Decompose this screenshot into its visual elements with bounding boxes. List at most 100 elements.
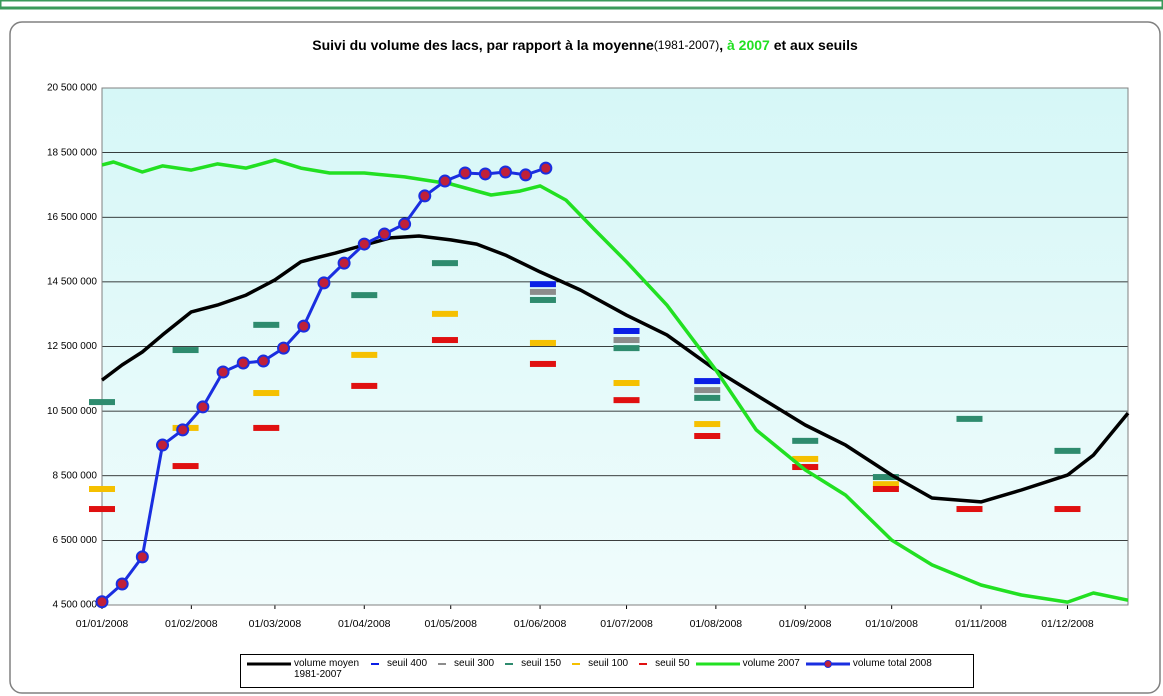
x-tick-label: 01/04/2008 — [338, 618, 391, 630]
x-tick-label: 01/11/2008 — [955, 618, 1007, 630]
y-tick-label: 12 500 000 — [47, 341, 97, 352]
x-tick-label: 01/12/2008 — [1041, 618, 1094, 630]
marker — [176, 423, 190, 437]
threshold-dash — [792, 464, 819, 471]
title-part: , — [719, 37, 727, 53]
threshold-dash — [529, 281, 556, 288]
marker — [115, 577, 129, 591]
legend-swatch — [371, 663, 379, 665]
legend-item: seuil 150 — [500, 658, 561, 669]
threshold-dash — [613, 345, 640, 352]
threshold-dash — [89, 506, 115, 513]
marker — [418, 189, 432, 203]
threshold-dash — [351, 382, 378, 389]
legend-swatch — [695, 662, 740, 666]
threshold-dash — [529, 339, 556, 346]
y-tick-label: 8 500 000 — [53, 470, 98, 481]
series-line — [101, 158, 1129, 604]
title-part: et aux seuils — [770, 37, 858, 53]
threshold-dash — [613, 397, 640, 404]
legend-item: volume total 2008 — [805, 658, 932, 669]
marker — [297, 319, 311, 333]
legend-item: seuil 300 — [433, 658, 494, 669]
legend-label: volume 2007 — [742, 658, 800, 669]
legend-label: seuil 150 — [521, 658, 562, 669]
legend-swatch — [505, 663, 514, 665]
y-tick-label: 6 500 000 — [53, 535, 98, 546]
threshold-dash — [172, 347, 199, 354]
threshold-dash — [694, 394, 721, 401]
marker — [156, 438, 170, 452]
threshold-dash — [431, 310, 458, 317]
legend-item: volume 2007 — [695, 658, 800, 669]
marker — [236, 356, 250, 370]
legend-item: volume moyen 1981-2007 — [247, 658, 360, 680]
marker — [398, 217, 412, 231]
threshold-dash — [956, 506, 983, 513]
title-part: Suivi du volume des lacs, par rapport à … — [312, 37, 654, 53]
plot-border — [101, 87, 1129, 606]
threshold-dash — [1054, 506, 1081, 513]
legend-label: seuil 400 — [387, 658, 428, 669]
threshold-dash — [351, 351, 378, 358]
x-tick-label: 01/01/2008 — [76, 618, 129, 630]
threshold-dash — [1054, 447, 1081, 454]
marker — [478, 167, 492, 181]
marker — [95, 595, 109, 609]
x-tick-label: 01/02/2008 — [165, 618, 218, 630]
legend-item: seuil 400 — [366, 658, 427, 669]
marker — [277, 341, 291, 355]
x-tick-label: 01/06/2008 — [514, 618, 567, 630]
threshold-dash — [872, 474, 899, 481]
threshold-dash — [694, 433, 721, 440]
threshold-dash — [351, 292, 378, 299]
threshold-dash — [89, 485, 115, 492]
threshold-dash — [872, 485, 899, 492]
threshold-dash — [253, 424, 280, 431]
threshold-dash — [792, 455, 819, 462]
marker — [317, 276, 331, 290]
legend-label: seuil 50 — [655, 658, 690, 669]
threshold-dash — [694, 387, 721, 394]
threshold-dash — [172, 463, 199, 470]
threshold-dash — [253, 390, 280, 397]
threshold-dash — [694, 421, 721, 428]
header-strip — [0, 0, 1163, 10]
legend-dash — [438, 663, 447, 665]
marker — [216, 365, 230, 379]
chart-title: Suivi du volume des lacs, par rapport à … — [312, 37, 858, 53]
threshold-dash — [253, 321, 280, 328]
threshold-dash — [89, 399, 115, 406]
x-tick-label: 01/08/2008 — [690, 618, 743, 630]
threshold-dash — [431, 337, 458, 344]
legend-swatch — [639, 663, 648, 665]
legend-marker — [823, 660, 832, 668]
threshold-dash — [529, 288, 556, 295]
legend-label: seuil 100 — [588, 658, 629, 669]
marker — [256, 354, 270, 368]
legend: volume moyen 1981-2007 seuil 400 seuil 300… — [240, 654, 974, 688]
marker — [377, 227, 391, 241]
threshold-dash — [613, 327, 640, 334]
marker — [498, 165, 512, 179]
y-tick-label: 18 500 000 — [47, 147, 97, 158]
threshold-dash — [529, 296, 556, 303]
y-tick-label: 16 500 000 — [47, 212, 97, 223]
legend-dash — [572, 663, 581, 665]
legend-swatch — [438, 663, 447, 665]
marker — [519, 168, 533, 182]
legend-dash — [639, 663, 648, 665]
x-tick-label: 01/03/2008 — [249, 618, 302, 630]
legend-dash — [371, 663, 379, 665]
x-tick-label: 01/09/2008 — [779, 618, 832, 630]
threshold-dash — [613, 380, 640, 387]
marker — [196, 400, 210, 414]
threshold-dash — [956, 415, 983, 422]
x-tick-label: 01/07/2008 — [600, 618, 653, 630]
marker — [458, 166, 472, 180]
threshold-dash — [529, 360, 556, 367]
legend-dash — [505, 663, 514, 665]
series-line — [100, 234, 1130, 504]
